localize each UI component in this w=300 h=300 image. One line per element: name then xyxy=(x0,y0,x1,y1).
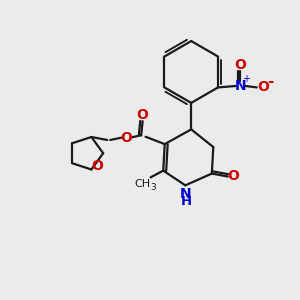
Text: N: N xyxy=(234,79,246,93)
Text: -: - xyxy=(267,74,273,89)
Text: O: O xyxy=(234,58,246,72)
Text: +: + xyxy=(242,74,250,85)
Text: N: N xyxy=(179,187,191,201)
Text: O: O xyxy=(120,130,132,145)
Text: O: O xyxy=(227,169,239,184)
Text: 3: 3 xyxy=(150,183,156,192)
Text: H: H xyxy=(181,195,192,208)
Text: O: O xyxy=(257,80,269,94)
Text: CH: CH xyxy=(135,179,151,190)
Text: O: O xyxy=(137,108,148,122)
Text: O: O xyxy=(91,159,103,173)
